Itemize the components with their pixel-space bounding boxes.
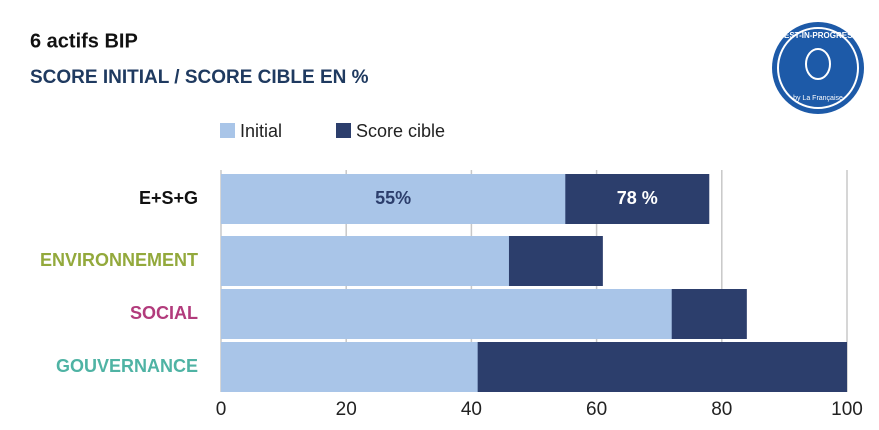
x-tick-label: 80 — [711, 399, 732, 420]
category-label: SOCIAL — [130, 303, 198, 323]
legend-swatch — [336, 123, 351, 138]
x-tick-label: 20 — [336, 399, 357, 420]
category-label: E+S+G — [139, 188, 198, 208]
legend-label: Score cible — [356, 121, 445, 141]
logo-subtitle: by La Française — [793, 95, 843, 102]
category-label: GOUVERNANCE — [56, 356, 198, 376]
chart-title: 6 actifs BIP — [30, 30, 138, 52]
x-tick-label: 0 — [216, 399, 227, 420]
value-label: 78 % — [617, 188, 658, 208]
value-label: 55% — [375, 188, 411, 208]
logo-balloon — [805, 48, 831, 80]
bar — [221, 289, 672, 339]
logo-title: BEST-IN-PROGRESS — [778, 31, 858, 40]
bar — [221, 236, 509, 286]
bar — [221, 342, 478, 392]
bar — [221, 174, 566, 224]
legend-swatch — [220, 123, 235, 138]
category-label: ENVIRONNEMENT — [40, 250, 198, 270]
x-tick-label: 40 — [461, 399, 482, 420]
logo: BEST-IN-PROGRESS by La Française — [772, 22, 864, 114]
chart-subtitle: SCORE INITIAL / SCORE CIBLE EN % — [30, 67, 369, 88]
logo-ring — [777, 27, 859, 109]
logo-circle — [772, 22, 864, 114]
x-tick-label: 60 — [586, 399, 607, 420]
legend-label: Initial — [240, 121, 282, 141]
x-tick-label: 100 — [831, 399, 863, 420]
